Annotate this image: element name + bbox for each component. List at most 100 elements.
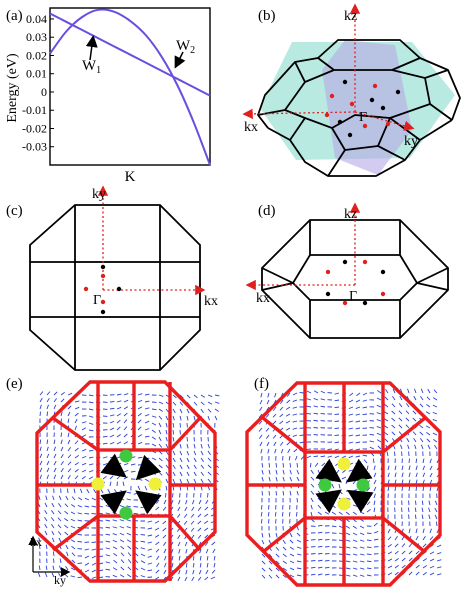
field-vector	[413, 437, 417, 443]
field-vector	[317, 552, 323, 555]
field-vector	[359, 532, 365, 536]
field-vector	[348, 413, 354, 416]
field-vector	[320, 398, 326, 401]
field-vector	[119, 519, 125, 522]
field-vector	[67, 432, 70, 438]
field-vector	[387, 465, 390, 471]
field-vector	[376, 432, 382, 436]
field-vector	[127, 566, 132, 571]
field-vector	[408, 571, 413, 576]
field-vector	[140, 553, 146, 557]
field-vector	[401, 479, 404, 485]
field-vector	[274, 448, 277, 454]
field-vector	[359, 567, 365, 570]
field-vector	[306, 412, 312, 415]
field-vector	[171, 548, 174, 554]
field-vector	[412, 417, 417, 422]
field-vector	[373, 538, 379, 541]
field-vector	[39, 439, 42, 445]
field-vector	[140, 540, 146, 543]
field-vector	[178, 555, 181, 561]
field-vector	[184, 506, 188, 512]
field-vector	[207, 415, 210, 421]
field-vector	[401, 472, 404, 478]
field-vector	[419, 424, 424, 429]
field-vector	[275, 469, 278, 475]
field-vector	[88, 476, 94, 480]
field-vector	[165, 422, 168, 428]
field-vector	[337, 476, 340, 482]
field-vector	[362, 454, 368, 457]
field-vector	[401, 486, 404, 492]
field-vector	[275, 553, 280, 558]
field-vector	[81, 421, 87, 424]
field-vector	[60, 474, 64, 480]
field-vector	[193, 394, 198, 399]
field-vector	[259, 406, 263, 412]
field-vector	[387, 536, 392, 541]
field-vector	[44, 530, 48, 536]
bz-boundary-e	[35, 380, 217, 583]
field-vector	[186, 408, 190, 414]
field-vector	[317, 504, 322, 509]
field-vector	[345, 567, 351, 570]
field-vector	[275, 462, 278, 468]
field-vector	[422, 543, 427, 548]
field-vector	[429, 458, 432, 464]
field-vector	[59, 565, 62, 571]
field-vector	[334, 413, 340, 415]
field-vector	[77, 576, 83, 579]
field-vector	[407, 388, 410, 394]
field-vector	[186, 478, 190, 484]
field-vector	[186, 457, 190, 463]
field-vector	[429, 465, 433, 471]
field-vector	[45, 544, 48, 550]
field-vector	[348, 469, 354, 472]
field-vector	[38, 565, 41, 571]
field-vector	[158, 457, 163, 462]
field-vector	[345, 574, 351, 577]
field-vector	[158, 401, 164, 405]
field-vector	[184, 576, 188, 582]
field-vector	[126, 498, 132, 501]
field-vector	[348, 448, 354, 451]
field-vector	[384, 396, 389, 401]
field-vector	[334, 420, 340, 422]
field-vector	[172, 457, 176, 463]
bz-boundary-f	[245, 381, 442, 587]
field-vector	[204, 541, 209, 546]
field-vector	[77, 519, 83, 522]
field-vector	[172, 485, 175, 491]
field-vector	[192, 569, 195, 575]
field-vector	[53, 467, 57, 473]
kx-axis	[242, 108, 356, 120]
field-vector	[422, 479, 425, 485]
y-tick-label: -0.02	[22, 121, 47, 135]
field-vector	[102, 435, 108, 438]
field-vector	[415, 479, 418, 485]
field-vector	[144, 464, 150, 467]
field-vector	[179, 478, 183, 484]
field-vector	[348, 406, 354, 410]
field-vector	[67, 447, 71, 452]
field-vector	[50, 517, 55, 522]
field-vector	[419, 403, 424, 408]
field-vector	[60, 461, 64, 466]
field-vector	[74, 418, 78, 424]
field-vector	[320, 412, 326, 415]
field-vector	[88, 401, 94, 404]
field-vector	[154, 527, 160, 531]
field-vector	[348, 427, 354, 430]
field-vector	[415, 465, 418, 471]
field-vector	[334, 392, 340, 395]
field-vector	[105, 526, 111, 529]
field-vector	[401, 465, 404, 471]
field-vector	[58, 503, 62, 508]
field-vector	[310, 553, 316, 555]
field-vector	[140, 547, 146, 550]
field-vector	[355, 406, 361, 409]
field-vector	[261, 567, 266, 572]
field-vector	[327, 448, 333, 451]
field-vector	[401, 550, 406, 555]
field-vector	[147, 555, 153, 558]
